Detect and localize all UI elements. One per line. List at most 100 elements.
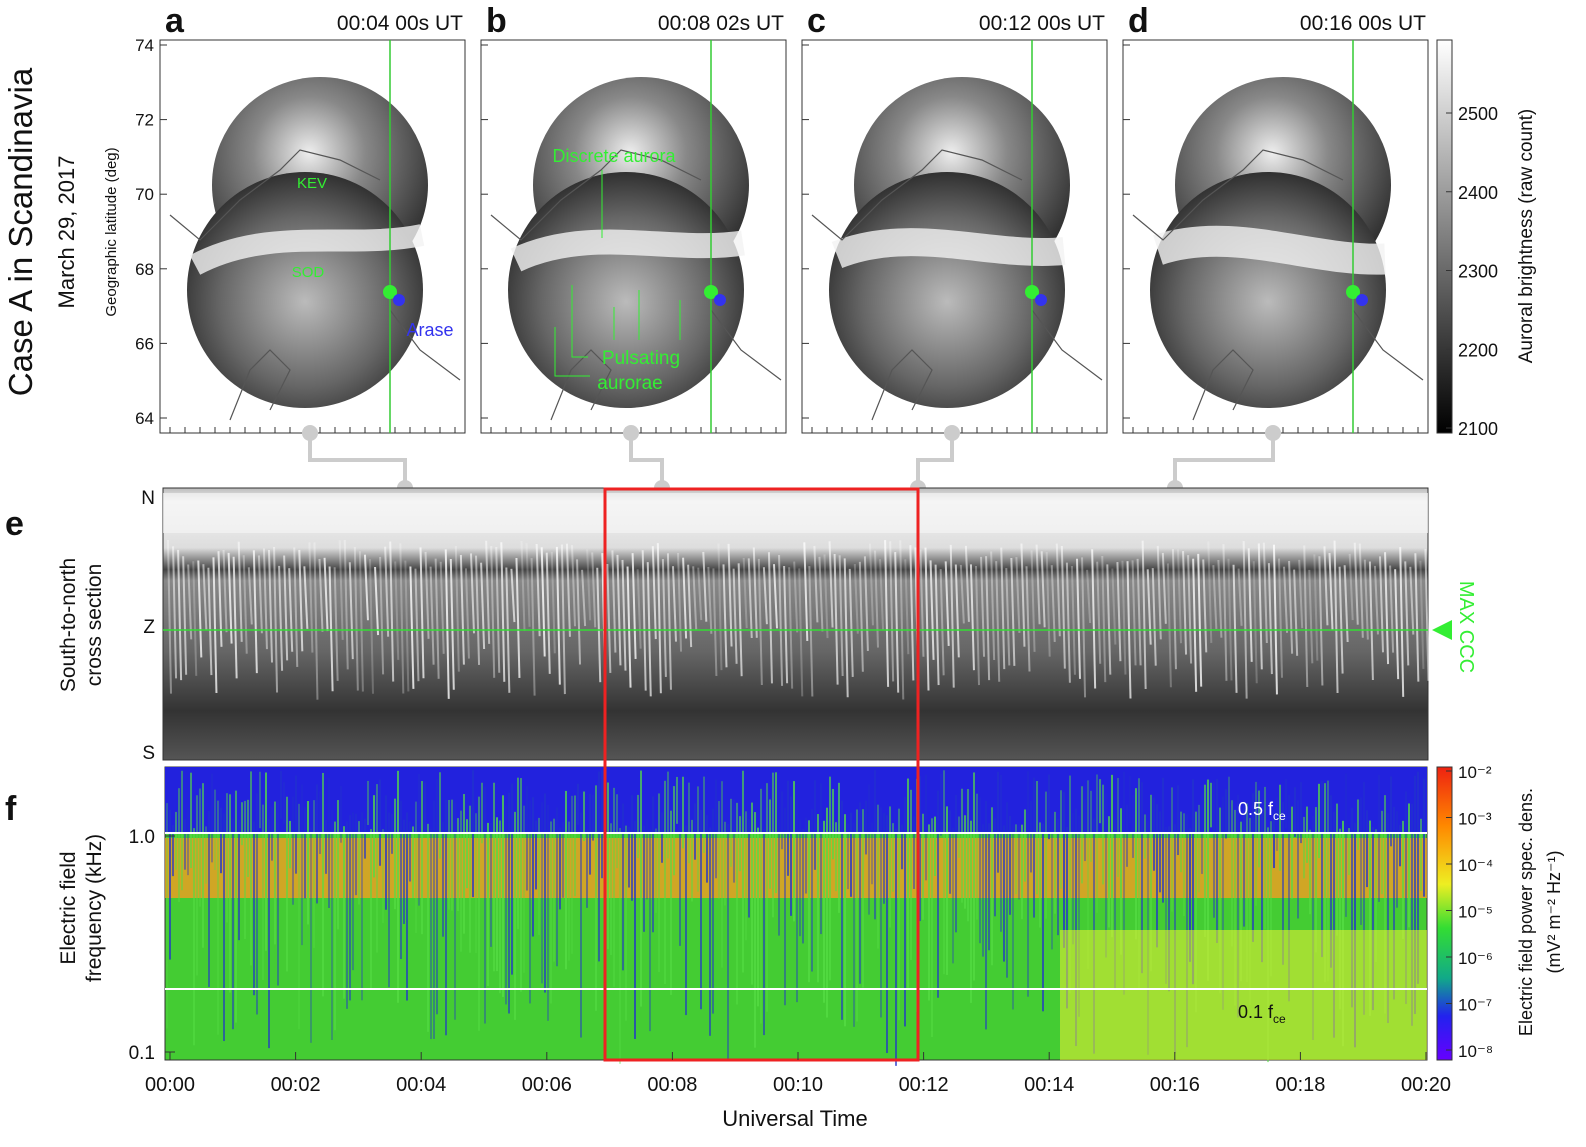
keogram-stripe [884,540,890,687]
keogram-stripe [298,549,304,652]
keogram-stripe [1156,545,1162,640]
colorbar-tick-label: 10⁻⁶ [1458,949,1493,968]
spectrogram-stripe [1276,797,1278,851]
keogram-stripe [919,549,925,657]
spectrogram-stripe [1003,825,1005,962]
spectrogram-stripe [1261,813,1263,963]
annotation: aurorae [597,373,663,394]
spectrogram-stripe [1024,809,1026,882]
x-axis-label: Universal Time [722,1106,867,1131]
keogram-stripe [904,559,910,655]
spectrogram-stripe [691,819,693,902]
spectrogram-stripe [832,788,834,860]
keogram-stripe [237,541,243,642]
spectrogram-stripe [1348,828,1350,876]
keogram-stripe [813,545,819,623]
keogram-stripe [848,568,854,677]
keogram-stripe [510,568,516,623]
keogram-stripe [308,542,314,653]
spectrogram-stripe [526,785,528,891]
spectrogram-stripe [499,820,501,994]
spectrogram-stripe [595,785,597,1011]
keogram-stripe [293,547,299,667]
spectrogram-stripe [1366,810,1368,888]
fce-annotation: 0.5 fce [1238,799,1286,823]
spectrogram-stripe [484,787,486,1024]
y-tick-label: Z [143,617,155,638]
spectrogram-stripe [493,782,495,972]
spectrogram-stripe [802,828,804,944]
spectrogram-stripe [1237,794,1239,1018]
spectrogram-stripe [1210,782,1212,828]
spectrogram-stripe [1165,826,1167,984]
keogram-stripe [207,567,213,676]
keogram-stripe [369,559,374,694]
panel-letter: b [486,2,507,40]
spectrogram-stripe [1063,792,1065,948]
aurora-band [189,224,425,275]
keogram-stripe [677,552,683,652]
spectrogram-stripe [715,779,717,879]
keogram-stripe [333,567,339,681]
spectrogram-stripe [451,799,453,911]
spectrogram-stripe [286,796,288,972]
keogram-stripe [1106,564,1112,675]
spectrogram-stripe [613,787,615,987]
keogram-stripe [762,567,768,625]
spectrogram-stripe [1009,815,1011,915]
spectrogram-stripe [811,809,813,972]
keogram-stripe [581,569,587,627]
spectrogram-stripe [226,793,228,923]
keogram-stripe [1146,569,1152,645]
spectrogram-stripe [358,821,360,905]
keogram-stripe [1353,542,1359,625]
spectrogram-stripe [361,812,363,1001]
max-ccc-marker [1432,620,1452,640]
colorbar-tick-label: 2500 [1458,104,1498,124]
arase-footprint [1356,294,1368,306]
keogram-stripe [1379,556,1384,653]
spectrogram-stripe [325,820,327,874]
keogram-stripe [232,556,238,679]
spectrogram-stripe [1264,786,1266,930]
keogram-stripe [672,566,677,642]
spectrogram-stripe [655,828,657,913]
keogram-stripe [257,555,263,634]
keogram-stripe [480,562,486,650]
spectrogram-stripe [766,783,768,1012]
aurora-band [831,228,1066,269]
spectrogram-stripe [1126,804,1128,867]
spectrogram-stripe [610,823,612,956]
keogram-stripe [1227,558,1233,681]
keogram-stripe [197,560,203,658]
spectrogram-stripe [1102,784,1104,885]
spectrogram-stripe [817,814,819,983]
panel-letter: e [5,505,24,543]
keogram-stripe [1399,547,1405,697]
spectrogram-stripe [304,807,306,899]
keogram-stripe [414,568,420,682]
spectrogram-stripe [901,824,903,870]
spectrogram-stripe [1378,774,1380,902]
spectrogram-stripe [388,812,390,988]
keogram-stripe [212,557,218,693]
spectrogram-stripe [589,793,591,875]
spectrogram-stripe [1279,784,1281,871]
spectrogram-stripe [364,818,366,859]
keogram-stripe [449,558,455,690]
spectrogram-stripe [1225,789,1227,839]
keogram-stripe [656,543,662,694]
spectrogram-stripe [652,796,654,933]
spectrogram-stripe [1300,782,1302,844]
spectrogram-stripe [847,823,849,890]
spectrogram-stripe [331,809,333,1041]
keogram-stripe [980,556,986,657]
keogram-stripe [303,566,309,629]
spectrogram-stripe [559,827,561,910]
keogram-stripe [823,554,829,639]
spectrogram-stripe [1108,816,1110,928]
spectrogram-stripe [280,770,282,819]
spectrogram-stripe [865,800,867,855]
keogram-stripe [939,569,945,676]
spectrogram-stripe [895,828,897,1066]
